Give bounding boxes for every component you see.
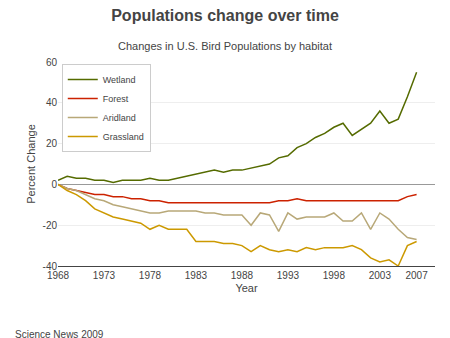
svg-text:Aridland: Aridland (103, 113, 136, 123)
svg-text:1998: 1998 (323, 270, 346, 281)
svg-text:Science News 2009: Science News 2009 (15, 329, 104, 338)
svg-text:0: 0 (51, 179, 57, 190)
svg-text:Grassland: Grassland (103, 132, 144, 142)
svg-text:1973: 1973 (93, 270, 116, 281)
svg-text:1978: 1978 (139, 270, 162, 281)
svg-text:1988: 1988 (231, 270, 254, 281)
svg-text:2007: 2007 (405, 270, 428, 281)
svg-text:1983: 1983 (185, 270, 208, 281)
svg-text:40: 40 (46, 97, 58, 108)
svg-text:1993: 1993 (277, 270, 300, 281)
svg-text:-20: -20 (43, 220, 58, 231)
svg-text:-40: -40 (43, 261, 58, 272)
svg-text:20: 20 (46, 138, 58, 149)
svg-text:Percent Change: Percent Change (25, 124, 37, 204)
svg-text:Year: Year (235, 282, 258, 294)
svg-text:Populations change over time: Populations change over time (111, 7, 339, 24)
svg-text:1968: 1968 (47, 270, 70, 281)
svg-text:Changes in U.S. Bird Populatio: Changes in U.S. Bird Populations by habi… (118, 40, 332, 52)
svg-text:Wetland: Wetland (103, 75, 136, 85)
svg-text:Forest: Forest (103, 94, 129, 104)
svg-text:2003: 2003 (369, 270, 392, 281)
svg-text:60: 60 (46, 57, 58, 68)
